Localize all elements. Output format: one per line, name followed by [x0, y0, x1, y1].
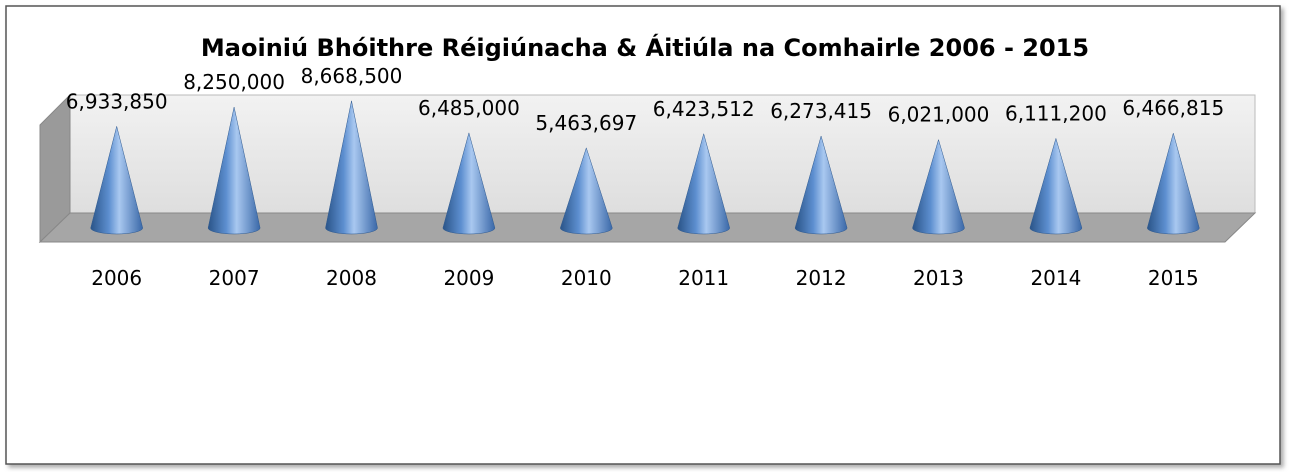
x-tick-label: 2013 — [913, 266, 964, 290]
cone — [912, 138, 965, 235]
data-label: 6,933,850 — [66, 89, 168, 113]
data-label: 6,423,512 — [653, 97, 755, 121]
data-label: 6,111,200 — [1005, 101, 1107, 125]
cone — [325, 100, 378, 235]
cone — [1147, 132, 1200, 235]
data-label: 6,466,815 — [1122, 96, 1224, 120]
x-tick-label: 2010 — [561, 266, 612, 290]
data-label: 6,021,000 — [888, 103, 990, 127]
x-tick-label: 2007 — [209, 266, 260, 290]
cone — [794, 135, 848, 235]
cone — [442, 131, 496, 235]
cone — [677, 132, 730, 235]
x-tick-label: 2014 — [1030, 266, 1081, 290]
data-label: 6,485,000 — [418, 96, 520, 120]
x-tick-label: 2012 — [796, 266, 847, 290]
cone — [90, 126, 143, 235]
chart-title: Maoiniú Bhóithre Réigiúnacha & Áitiúla n… — [201, 33, 1089, 62]
cone — [1029, 137, 1083, 235]
data-label: 6,273,415 — [770, 99, 872, 123]
x-tick-label: 2008 — [326, 266, 377, 290]
cone — [207, 106, 261, 235]
x-tick-label: 2009 — [443, 266, 494, 290]
data-label: 8,250,000 — [183, 70, 285, 94]
data-label: 5,463,697 — [535, 111, 637, 135]
x-tick-label: 2015 — [1148, 266, 1199, 290]
cone — [560, 147, 613, 235]
x-tick-label: 2011 — [678, 266, 729, 290]
x-tick-label: 2006 — [91, 266, 142, 290]
data-label: 8,668,500 — [301, 64, 403, 88]
